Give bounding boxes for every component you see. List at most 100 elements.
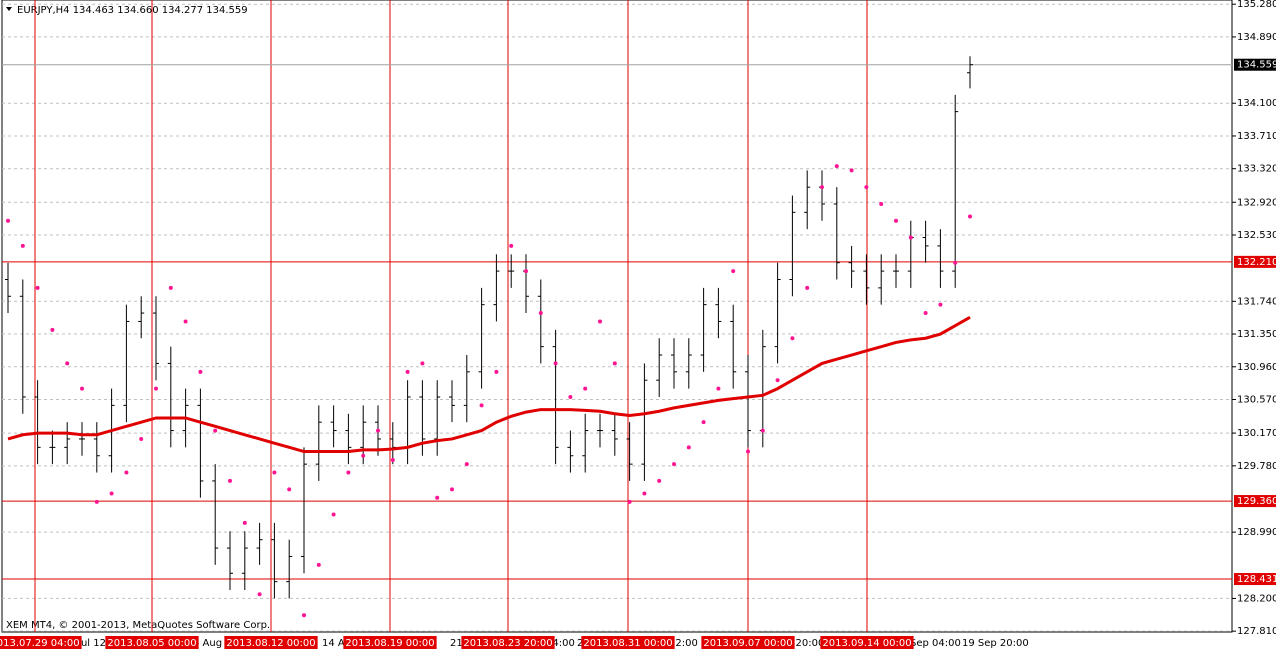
y-tick-label: 132.530 (1237, 230, 1276, 241)
sar-dot (494, 369, 499, 374)
y-tick-label: 135.280 (1237, 0, 1276, 10)
sar-dot (464, 462, 469, 467)
sar-dot (553, 361, 558, 366)
sar-dot (849, 168, 854, 173)
sar-dot (642, 491, 647, 496)
time-marker-box (343, 636, 437, 649)
sar-dot (272, 470, 277, 475)
sar-dot (583, 386, 588, 391)
sar-dot (376, 428, 380, 433)
price-label: 134.559 (1237, 60, 1276, 71)
sar-dot (746, 449, 750, 454)
sar-dot (65, 361, 70, 366)
sar-dot (790, 336, 795, 341)
sar-dot (908, 235, 913, 240)
x-tick-label: p 20:00 (786, 638, 824, 649)
sar-dot (657, 478, 662, 483)
moving-average (7, 315, 971, 454)
y-tick-label: 130.960 (1237, 362, 1276, 373)
time-marker-box (224, 636, 318, 649)
sar-dot (242, 520, 247, 525)
footer: XEM MT4, © 2001-2013, MetaQuotes Softwar… (6, 620, 270, 631)
sar-dot (479, 403, 484, 408)
sar-dot (627, 499, 632, 504)
x-tick-label: 12:00 (669, 638, 698, 649)
y-tick-label: 133.710 (1237, 131, 1276, 142)
sar-dot (331, 512, 336, 517)
time-marker-box (461, 636, 555, 649)
sar-dot (775, 378, 780, 383)
sar-dot (834, 164, 839, 169)
time-marker-label: 2013.08.31 00:00 (583, 638, 672, 649)
menu-arrow[interactable] (6, 7, 12, 11)
chart-title: EURJPY,H4 134.463 134.660 134.277 134.55… (17, 5, 248, 16)
y-tick-label: 133.320 (1237, 164, 1276, 175)
y-tick-label: 128.200 (1237, 593, 1276, 604)
sar-dot (450, 487, 454, 492)
time-marker-label: 2013.07.29 04:00 (0, 638, 80, 649)
x-tick-label: Sep 04:00 (910, 638, 961, 649)
sar-dot (183, 319, 188, 324)
sar-dot (198, 369, 203, 374)
sar-dot (938, 302, 943, 307)
time-marker-label: 2013.08.23 20:00 (463, 638, 552, 649)
time-marker-label: 2013.09.07 00:00 (703, 638, 792, 649)
sar-dot (953, 260, 958, 265)
y-tick-label: 128.990 (1237, 527, 1276, 538)
y-tick-label: 132.920 (1237, 197, 1276, 208)
time-marker-box (0, 636, 82, 649)
time-marker-label: 2013.08.12 00:00 (226, 638, 315, 649)
sar-dot (154, 386, 158, 391)
sar-dot (760, 428, 765, 433)
sar-dot (538, 311, 543, 316)
sar-dot (302, 613, 306, 618)
sar-dot (598, 319, 602, 324)
sar-dot (20, 243, 25, 248)
sar-dot (287, 487, 292, 492)
sar-dot (509, 243, 514, 248)
y-tick-label: 129.780 (1237, 461, 1276, 472)
sar-dot (568, 394, 573, 399)
level-box (1234, 255, 1276, 268)
sar-dot (316, 562, 321, 567)
sar-dot (686, 445, 691, 450)
y-tick-label: 131.740 (1237, 296, 1276, 307)
time-marker-label: 2013.08.19 00:00 (345, 638, 434, 649)
price-box (1234, 58, 1276, 71)
sar-dot (213, 428, 218, 433)
time-marker-label: 2013.08.05 00:00 (107, 638, 196, 649)
y-tick-label: 130.170 (1237, 428, 1276, 439)
sar-dot (228, 478, 232, 483)
sar-dot (524, 269, 528, 274)
level-label: 132.210 (1237, 257, 1276, 268)
sar-dot (879, 201, 884, 206)
sar-dot (109, 491, 114, 496)
sar-dot (420, 361, 425, 366)
level-label: 128.431 (1237, 574, 1276, 585)
y-tick-label: 134.890 (1237, 32, 1276, 43)
sar-dot (672, 462, 676, 467)
x-tick-label: 19 Sep 20:00 (962, 638, 1029, 649)
sar-dot (139, 436, 144, 441)
sar-dot (701, 420, 706, 425)
time-marker-label: 2013.09.14 00:00 (822, 638, 911, 649)
sar-dot (716, 386, 721, 391)
x-tick-label: Jul 12:0 (77, 638, 116, 649)
x-tick-label: 6 Aug 20 (193, 638, 238, 649)
sar-dot (612, 361, 617, 366)
sar-dot (405, 369, 410, 374)
plot-frame (1, 0, 1233, 633)
y-tick-label: 127.810 (1237, 626, 1276, 637)
sar-dot (435, 495, 440, 500)
sar-dot (894, 218, 898, 223)
sar-dot (124, 470, 129, 475)
sar-dot (50, 327, 55, 332)
sar-dot (731, 269, 736, 274)
sar-dot (6, 218, 10, 223)
sar-dot (168, 285, 173, 290)
y-tick-label: 134.100 (1237, 98, 1276, 109)
sar-dot (346, 470, 351, 475)
level-box (1234, 573, 1276, 586)
sar-dot (864, 185, 869, 190)
